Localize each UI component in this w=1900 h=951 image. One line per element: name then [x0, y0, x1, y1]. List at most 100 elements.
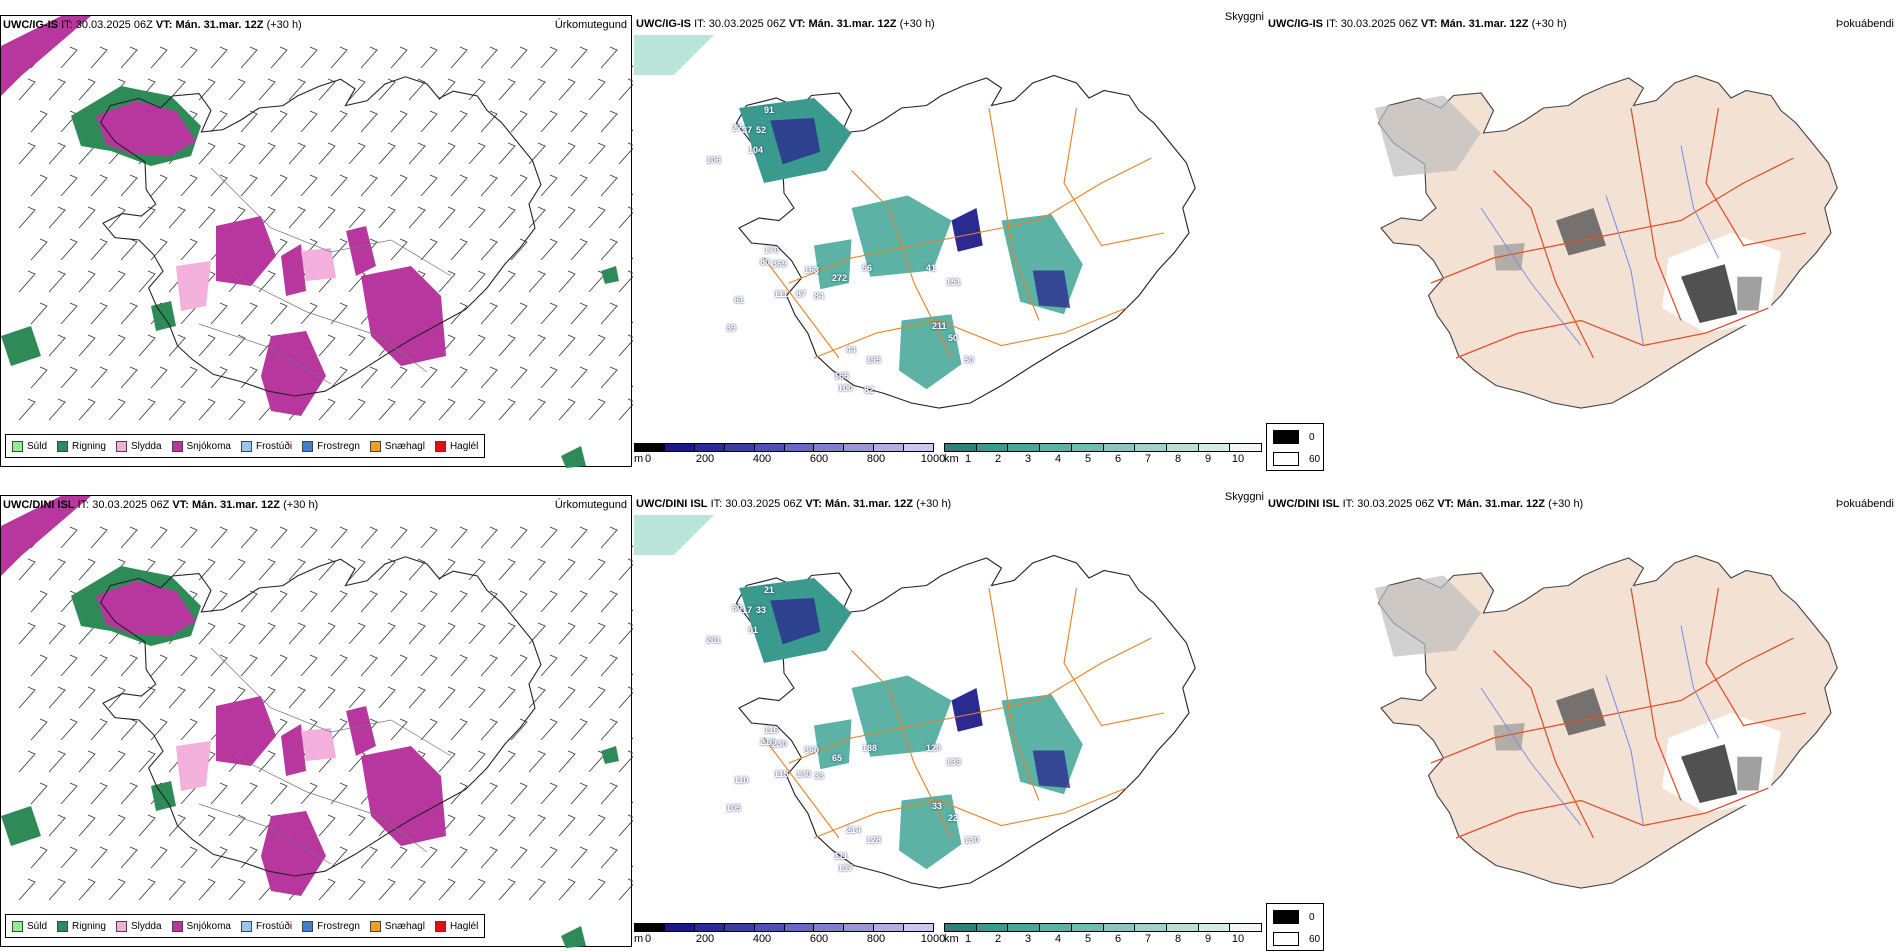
legend-label: Súld: [27, 920, 48, 932]
valid-time: Mán. 31.mar. 12Z: [175, 19, 264, 31]
panel-title: UWC/IG-IS IT: 30.03.2025 06Z VT: Mán. 31…: [3, 19, 302, 31]
valid-time-label: VT:: [155, 19, 173, 31]
valid-time-label: VT:: [172, 499, 189, 511]
valid-time: Mán. 31.mar. 12Z: [1456, 498, 1545, 510]
scale-unit: km: [944, 453, 959, 465]
visibility-value-label: 33: [932, 801, 943, 811]
legend-item: Rigning: [57, 920, 106, 932]
visibility-value-label: 214: [846, 825, 862, 835]
legend-item: Frostúði: [240, 920, 292, 932]
legend-label: Frostúði: [255, 440, 293, 452]
visibility-value-label: 21: [764, 585, 775, 595]
precip-type-panel: UWC/DINI ISL IT: 30.03.2025 06Z VT: Mán.…: [0, 495, 633, 948]
scale-tick: 6: [1114, 453, 1122, 465]
legend-label: Slydda: [130, 920, 162, 932]
valid-time-label: VT:: [805, 498, 822, 510]
init-time-label: IT:: [694, 18, 706, 30]
panel-title: UWC/DINI ISL IT: 30.03.2025 06Z VT: Mán.…: [636, 498, 951, 510]
scale-unit: m: [634, 453, 644, 465]
fog-legend-label: 60: [1309, 453, 1321, 465]
legend-label: Haglél: [449, 440, 479, 452]
scale-tick: 10: [1231, 933, 1245, 945]
scale-tick: 8: [1174, 933, 1182, 945]
scale-tick: 1000: [920, 933, 946, 945]
valid-time: Mán. 31.mar. 12Z: [1440, 18, 1529, 30]
valid-time-label: VT:: [788, 18, 806, 30]
visibility-value-label: 61: [734, 295, 745, 305]
visibility-value-label: 39: [726, 323, 737, 333]
scale-bar: [944, 443, 1262, 452]
init-time: 30.03.2025 06Z: [708, 18, 786, 30]
visibility-map: [634, 35, 1196, 409]
visibility-value-label: 272: [832, 273, 848, 283]
legend-label: Frostregn: [317, 440, 360, 452]
visibility-value-label: 151: [946, 277, 962, 287]
scale-tick: 5: [1084, 453, 1092, 465]
scale-tick: 1: [964, 453, 972, 465]
visibility-value-label: 130: [964, 835, 980, 845]
visibility-scale-km: km 1 2 3 4 5 6 7 8 9 10: [944, 923, 1262, 947]
scale-tick: 200: [695, 453, 715, 465]
init-time-label: IT:: [1326, 18, 1338, 30]
legend-swatch: [434, 440, 446, 452]
legend-swatch: [115, 920, 127, 932]
scale-tick: 9: [1204, 933, 1212, 945]
precip-type-panel: UWC/IG-IS IT: 30.03.2025 06Z VT: Mán. 31…: [0, 15, 633, 468]
legend-swatch: [57, 920, 69, 932]
fog-legend-item: 0: [1273, 430, 1315, 444]
scale-tick: 5: [1084, 933, 1092, 945]
visibility-value-label: 201: [706, 635, 722, 645]
visibility-scale-m: m 0 200 400 600 800 1000: [634, 443, 945, 467]
panel-label: Úrkomutegund: [554, 499, 627, 511]
visibility-value-label: 41: [926, 263, 937, 273]
scale-ticks: m 0 200 400 600 800 1000: [634, 453, 945, 467]
scale-tick: 0: [644, 453, 652, 465]
fog-index-panel: UWC/IG-IS IT: 30.03.2025 06Z VT: Mán. 31…: [1266, 15, 1900, 471]
visibility-value-label: 82: [864, 385, 875, 395]
scale-tick: 1000: [920, 453, 946, 465]
legend-swatch: [115, 440, 127, 452]
legend-label: Snæhagl: [384, 920, 425, 932]
legend-swatch: [302, 440, 314, 452]
legend-label: Súld: [27, 440, 48, 452]
panel-title: UWC/DINI ISL IT: 30.03.2025 06Z VT: Mán.…: [3, 499, 318, 511]
visibility-value-label: 91: [748, 625, 759, 635]
lead-time: (+30 h): [1531, 18, 1567, 30]
scale-bar: [944, 923, 1262, 932]
panel-title: UWC/IG-IS IT: 30.03.2025 06Z VT: Mán. 31…: [1268, 18, 1567, 30]
scale-tick: 10: [1231, 453, 1245, 465]
legend-item: Súld: [12, 920, 48, 932]
visibility-panel: UWC/DINI ISL IT: 30.03.2025 06Z VT: Mán.…: [634, 491, 1266, 947]
visibility-value-label: 80: [760, 257, 771, 267]
fog-index-panel: UWC/DINI ISL IT: 30.03.2025 06Z VT: Mán.…: [1266, 495, 1900, 951]
legend-item: Snæhagl: [369, 440, 425, 452]
legend-item: Slydda: [115, 440, 162, 452]
legend-label: Snæhagl: [384, 440, 425, 452]
fog-legend: 0 60: [1266, 423, 1324, 471]
panel-label: Þokuábendi: [1835, 18, 1894, 30]
legend-item: Snjókoma: [171, 440, 231, 452]
visibility-value-label: 91: [764, 105, 775, 115]
init-time-label: IT:: [1342, 498, 1355, 510]
wind-barbs: [18, 46, 633, 421]
scale-ticks: m 0 200 400 600 800 1000: [634, 933, 945, 947]
scale-tick: 9: [1204, 453, 1212, 465]
legend-swatch: [12, 440, 23, 452]
visibility-value-label: 211: [932, 321, 947, 331]
init-time-label: IT:: [61, 19, 73, 31]
scale-tick: 200: [695, 933, 715, 945]
valid-time: Mán. 31.mar. 12Z: [191, 499, 280, 511]
visibility-value-label: 44: [846, 345, 857, 355]
lead-time: (+30 h): [266, 19, 302, 31]
visibility-value-label: 56: [862, 263, 873, 273]
legend-swatch: [240, 920, 252, 932]
fog-legend-label: 60: [1309, 933, 1321, 945]
panel-title: UWC/DINI ISL IT: 30.03.2025 06Z VT: Mán.…: [1268, 498, 1583, 510]
scale-tick: 600: [809, 933, 829, 945]
iceland-outline: [99, 76, 542, 397]
visibility-value-label: 110: [734, 775, 749, 785]
scale-tick: 800: [866, 453, 886, 465]
panel-label: Úrkomutegund: [554, 19, 627, 31]
scale-tick: 6: [1114, 933, 1122, 945]
visibility-value-label: 129: [926, 743, 942, 753]
